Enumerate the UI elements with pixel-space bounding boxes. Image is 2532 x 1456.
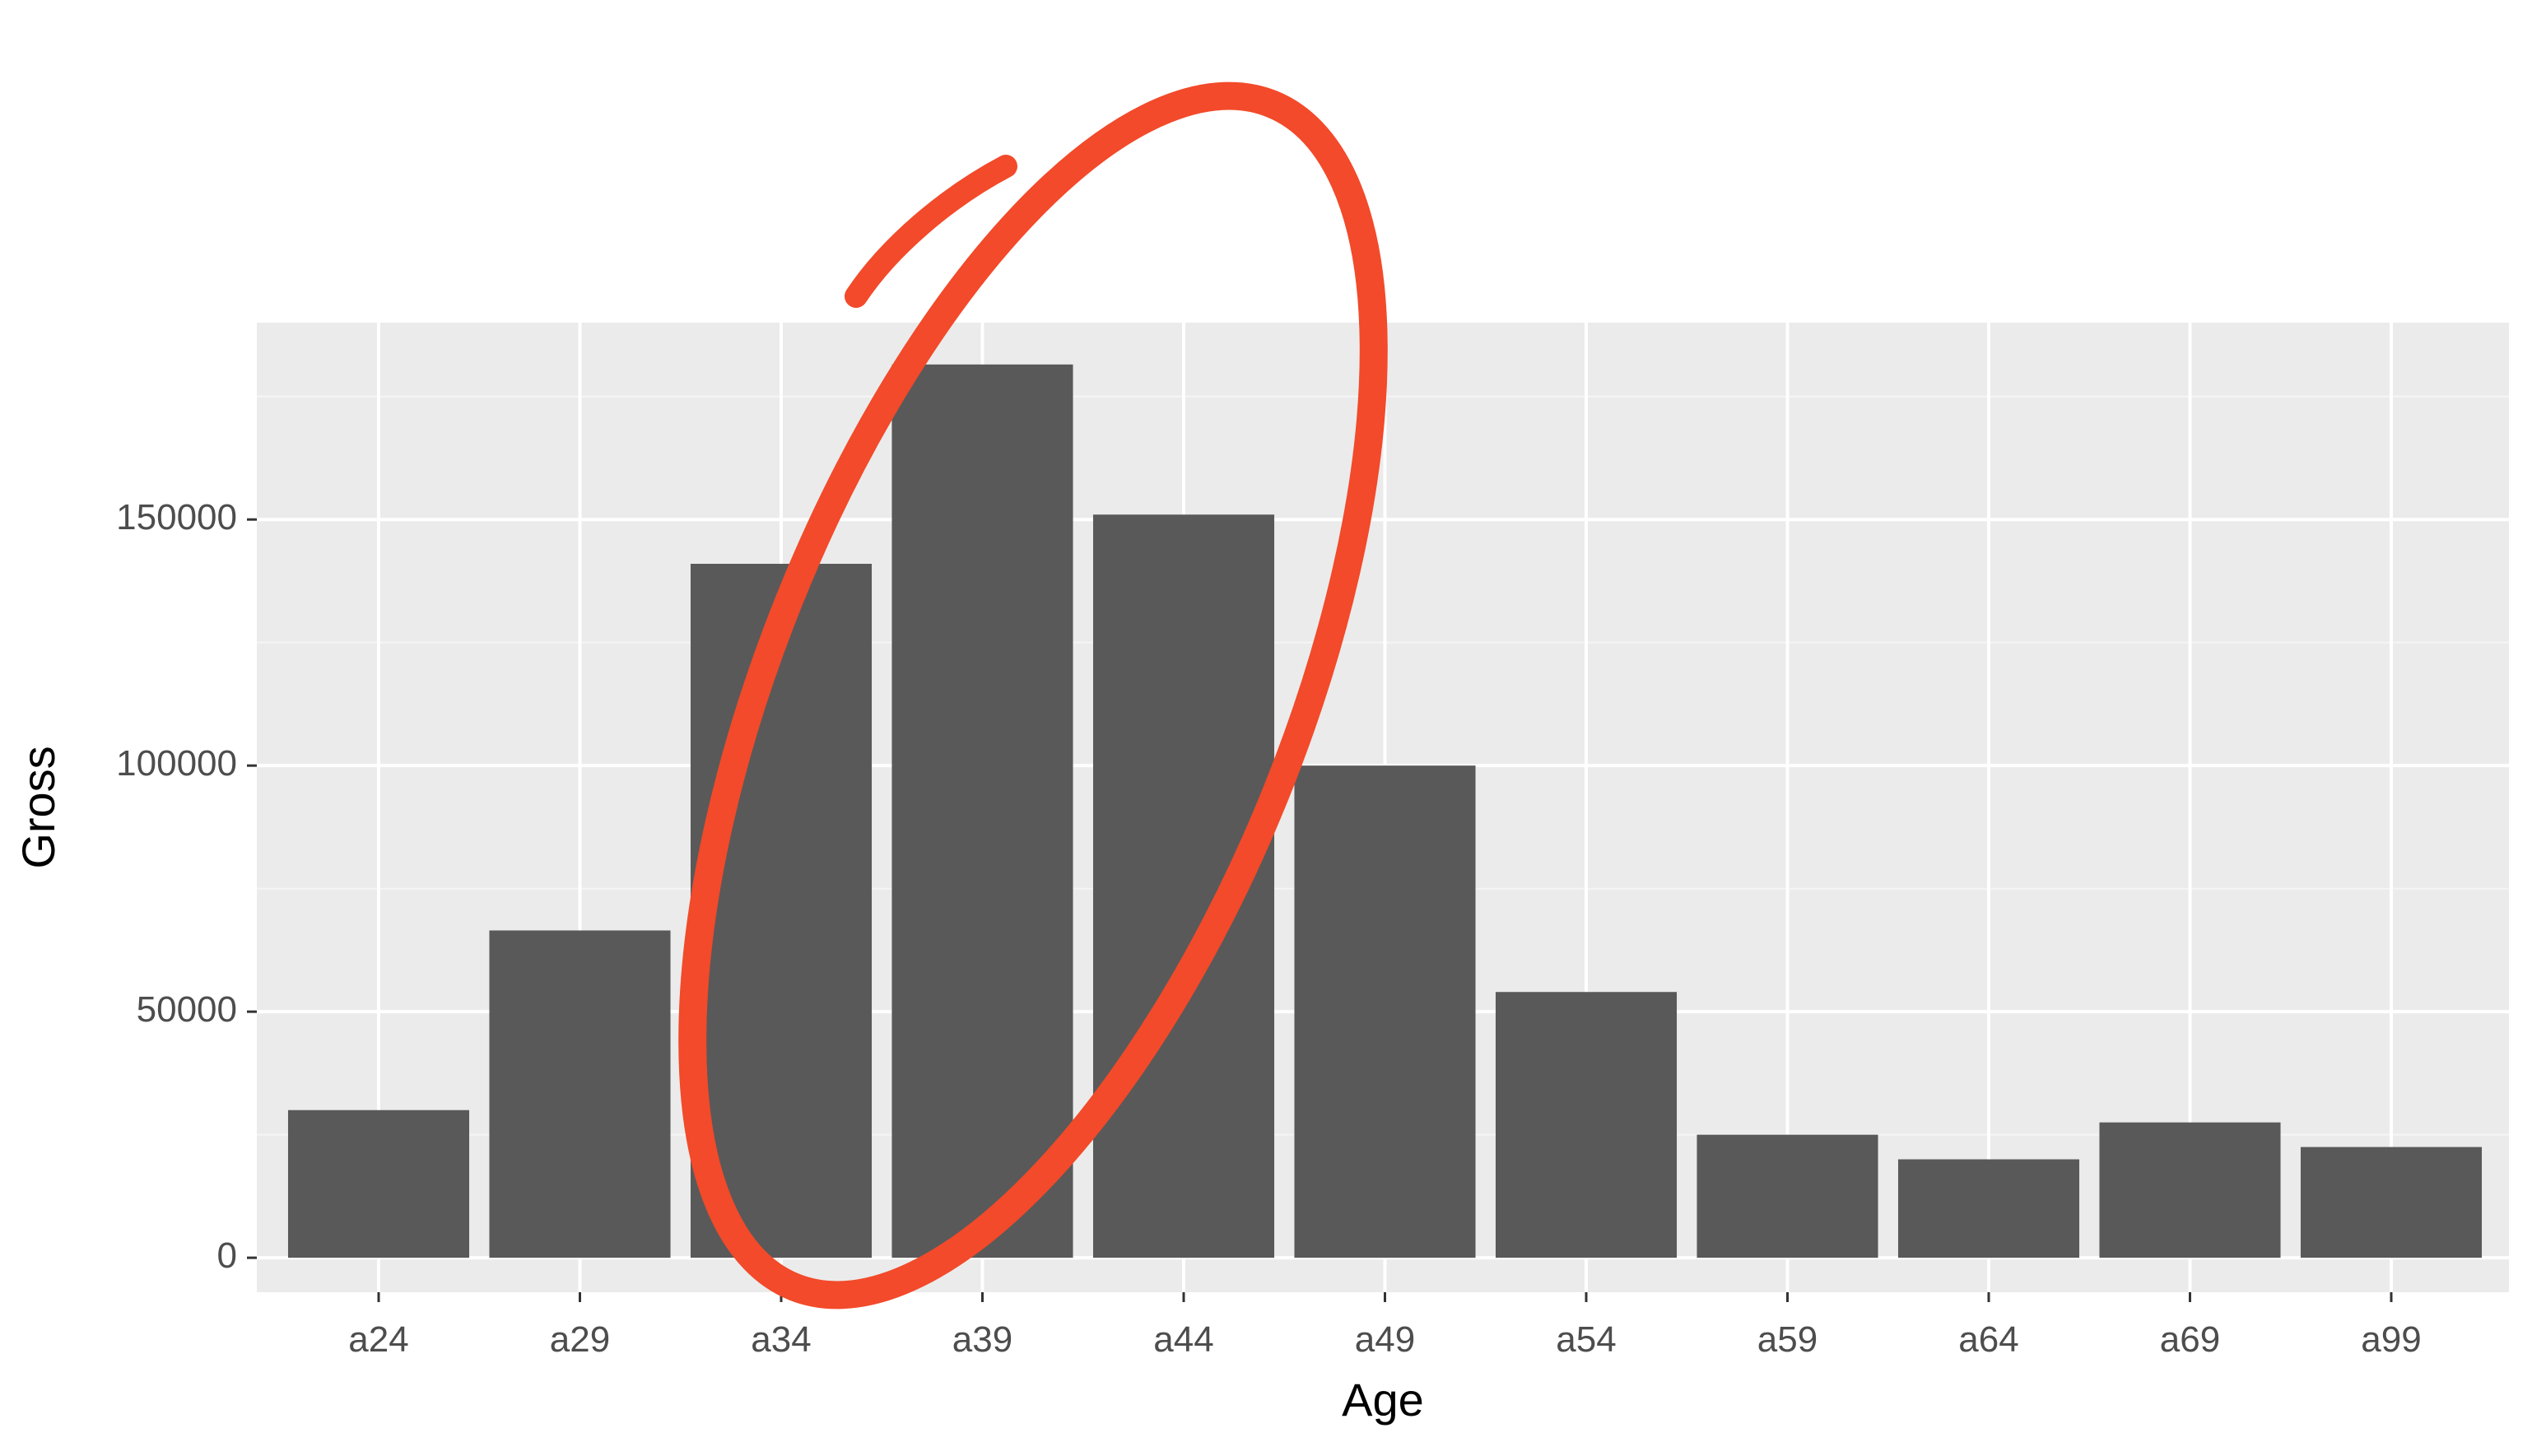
x-tick-label: a49 (1355, 1319, 1415, 1360)
annotation-ellipse-stroke (678, 81, 1388, 1309)
bar-a29 (489, 930, 671, 1258)
x-tick-label: a39 (952, 1319, 1012, 1360)
x-axis: a24 a29 a34 a39 a44 a49 a54 a59 a64 a69 a99 (348, 1292, 2422, 1360)
x-tick-label: a54 (1556, 1319, 1616, 1360)
y-axis-title: Gross (12, 746, 64, 868)
x-tick-label: a29 (550, 1319, 610, 1360)
bar-a69 (2099, 1122, 2281, 1258)
bar-a49 (1294, 765, 1476, 1258)
x-axis-title: Age (1342, 1374, 1424, 1426)
bar-a54 (1495, 992, 1678, 1258)
x-tick-label: a44 (1153, 1319, 1213, 1360)
x-tick-label: a99 (2361, 1319, 2421, 1360)
bar-a59 (1697, 1134, 1878, 1258)
y-tick-label: 100000 (116, 743, 237, 784)
x-tick-label: a64 (1958, 1319, 2018, 1360)
x-tick-label: a59 (1757, 1319, 1818, 1360)
y-tick-label: 0 (217, 1235, 237, 1276)
bar-a24 (287, 1109, 470, 1258)
annotation-ellipse-tail (845, 155, 1017, 308)
x-tick-label: a24 (348, 1319, 408, 1360)
bar-a99 (2300, 1147, 2483, 1258)
bar-a34 (690, 564, 873, 1258)
bars (287, 364, 2483, 1258)
y-tick-label: 150000 (116, 497, 237, 537)
highlight-ellipse-annotation (678, 81, 1388, 1309)
y-tick-label: 50000 (137, 989, 237, 1030)
y-axis: 0 50000 100000 150000 (116, 497, 257, 1276)
x-tick-label: a69 (2160, 1319, 2220, 1360)
x-tick-label: a34 (751, 1319, 811, 1360)
bar-a64 (1897, 1159, 2080, 1258)
bar-a39 (891, 364, 1073, 1258)
